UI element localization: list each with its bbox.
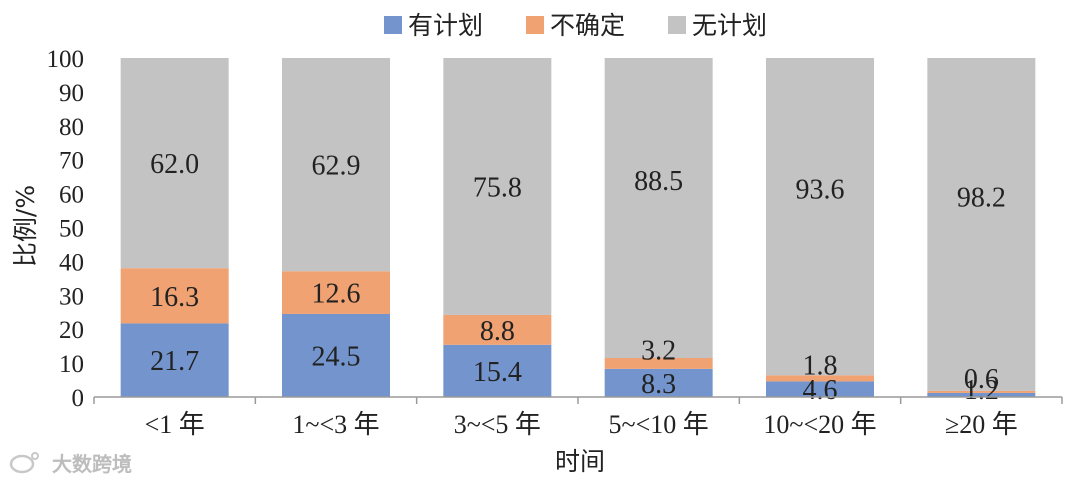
- y-axis: 0 10 20 30 40 50 60 70 80 90 100: [47, 46, 85, 412]
- legend-swatch: [384, 16, 402, 34]
- bar-segment: [927, 58, 1036, 391]
- y-tick-label: 40: [59, 249, 84, 276]
- data-label: 8.3: [641, 369, 676, 400]
- x-tick-label: 10~<20 年: [763, 410, 876, 439]
- x-axis: <1 年 1~<3 年 3~<5 年 5~<10 年 10~<20 年 ≥20 年: [93, 396, 1063, 439]
- watermark-text: 大数跨境: [52, 452, 132, 476]
- bar-segment: [120, 323, 229, 397]
- legend-label: 不确定: [550, 11, 625, 40]
- bar-segment: [927, 390, 1036, 393]
- bar-segment: [604, 58, 713, 359]
- bar-segment: [282, 271, 390, 314]
- x-tick-label: <1 年: [145, 410, 205, 439]
- data-label: 4.6: [803, 375, 838, 406]
- weibo-logo-icon: [9, 452, 39, 474]
- x-tick-label: ≥20 年: [945, 410, 1018, 439]
- legend: 有计划 不确定 无计划: [384, 11, 767, 40]
- data-label: 15.4: [473, 357, 522, 388]
- data-label: 62.0: [150, 149, 199, 180]
- data-label: 24.5: [312, 341, 361, 372]
- legend-swatch: [668, 16, 686, 34]
- y-tick-label: 10: [59, 351, 84, 378]
- y-tick-label: 30: [59, 283, 84, 310]
- y-tick-label: 0: [72, 385, 85, 412]
- data-label: 93.6: [796, 175, 845, 206]
- y-axis-title: 比例/%: [11, 185, 40, 267]
- data-label: 12.6: [312, 279, 361, 310]
- data-label: 75.8: [473, 172, 522, 203]
- bar-segment: [282, 313, 390, 397]
- data-label: 62.9: [312, 151, 361, 182]
- legend-label: 有计划: [408, 11, 483, 40]
- x-tick-label: 5~<10 年: [609, 410, 709, 439]
- watermark: 大数跨境: [9, 452, 132, 476]
- bar-segment: [766, 381, 874, 397]
- x-axis-title: 时间: [555, 447, 605, 476]
- x-tick-label: 1~<3 年: [292, 410, 379, 439]
- bar-segment: [604, 358, 713, 369]
- data-label: 21.7: [150, 346, 199, 377]
- y-tick-label: 70: [59, 148, 84, 175]
- data-label: 0.6: [964, 364, 999, 395]
- bar-segment: [766, 58, 874, 376]
- data-label: 88.5: [634, 166, 683, 197]
- y-tick-label: 50: [59, 216, 84, 243]
- bar-segment: [604, 368, 713, 397]
- legend-swatch: [526, 16, 544, 34]
- y-tick-label: 100: [47, 46, 85, 73]
- bar-segment: [120, 58, 229, 269]
- bar-segment: [927, 392, 1036, 397]
- data-label: 8.8: [480, 316, 515, 347]
- x-tick-label: 3~<5 年: [454, 410, 541, 439]
- bar-segment: [766, 375, 874, 382]
- data-label: 3.2: [641, 335, 676, 366]
- bar-segment: [120, 268, 229, 324]
- bar-segment: [443, 344, 552, 397]
- bars: 21.7 16.3 62.0 24.5 12.6 62.9 15.4 8.8 75.8 8.33.…: [120, 58, 1036, 406]
- data-label: 1.8: [803, 350, 838, 381]
- y-tick-label: 60: [59, 182, 84, 209]
- y-tick-label: 20: [59, 317, 84, 344]
- legend-label: 无计划: [692, 11, 767, 40]
- y-tick-label: 90: [59, 80, 84, 107]
- bar-segment: [443, 58, 552, 315]
- data-label: 1.2: [964, 375, 999, 406]
- bar-segment: [282, 58, 390, 272]
- bar-segment: [443, 314, 552, 345]
- data-label: 98.2: [957, 182, 1006, 213]
- y-tick-label: 80: [59, 114, 84, 141]
- data-label: 16.3: [150, 282, 199, 313]
